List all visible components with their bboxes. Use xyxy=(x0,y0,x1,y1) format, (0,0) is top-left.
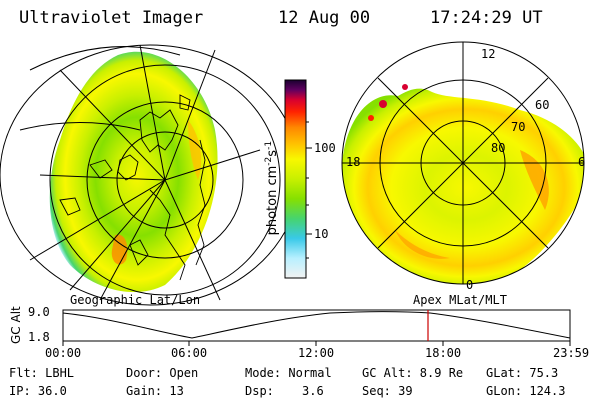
info-glon: GLon: 124.3 xyxy=(486,384,566,398)
timeline-x-tick: 12:00 xyxy=(298,346,335,360)
date-label: 12 Aug 00 xyxy=(278,8,371,28)
timeline-ticks xyxy=(62,341,571,346)
instrument-title: Ultraviolet Imager xyxy=(19,8,204,28)
info-filter: Flt: LBHL xyxy=(9,366,75,380)
auroral-emission-right xyxy=(342,88,584,284)
timeline-y-tick-9: 9.0 xyxy=(28,305,50,319)
lat-lon-grid xyxy=(0,44,301,306)
mlat-label-60: 60 xyxy=(535,98,550,112)
altitude-curve xyxy=(62,311,571,339)
polar-grid xyxy=(341,41,585,285)
timeline-x-tick: 00:00 xyxy=(45,346,82,360)
emission-spot-red xyxy=(379,100,387,108)
apex-caption: Apex MLat/MLT xyxy=(413,293,507,307)
colorbar-unit-label: photon cm-2s-1 xyxy=(263,140,281,236)
info-glat: GLat: 75.3 xyxy=(486,366,559,380)
mlat-label-70: 70 xyxy=(511,120,526,134)
geographic-caption: Geographic Lat/Lon xyxy=(70,293,201,307)
geographic-map xyxy=(0,44,301,306)
timeline-y-tick-1.8: 1.8 xyxy=(28,330,50,344)
mlt-label-0: 0 xyxy=(466,278,474,292)
colorbar-tick-100: 100 xyxy=(314,141,336,155)
timeline-x-tick: 06:00 xyxy=(171,346,208,360)
info-gain: Gain: 13 xyxy=(126,384,184,398)
colorbar-tick-marks xyxy=(306,121,312,259)
info-dsp-label: Dsp: xyxy=(245,384,274,398)
timeline-y-label: GC Alt xyxy=(9,306,23,344)
emission-spot-red xyxy=(368,115,374,121)
info-seq: Seq: 39 xyxy=(362,384,413,398)
timeline-x-tick: 23:59 xyxy=(553,346,590,360)
mlt-label-6: 6 xyxy=(578,155,586,169)
coastlines xyxy=(59,94,206,281)
emission-spot-red xyxy=(402,84,408,90)
info-door: Door: Open xyxy=(126,366,199,380)
colorbar xyxy=(284,79,312,279)
colorbar-tick-10: 10 xyxy=(314,227,329,241)
altitude-timeline xyxy=(62,309,571,346)
info-gc-alt: GC Alt: 8.9 Re xyxy=(362,366,464,380)
time-label: 17:24:29 UT xyxy=(430,8,543,28)
info-ip: IP: 36.0 xyxy=(9,384,67,398)
mlt-label-12: 12 xyxy=(481,47,496,61)
auroral-emission-left xyxy=(49,51,218,293)
mlat-label-80: 80 xyxy=(491,141,506,155)
info-mode: Mode: Normal xyxy=(245,366,332,380)
colorbar-scale xyxy=(284,79,307,279)
mlat-mlt-plot xyxy=(341,41,585,285)
mlt-label-18: 18 xyxy=(346,155,361,169)
info-dsp-value: 3.6 xyxy=(302,384,324,398)
timeline-x-tick: 18:00 xyxy=(425,346,462,360)
